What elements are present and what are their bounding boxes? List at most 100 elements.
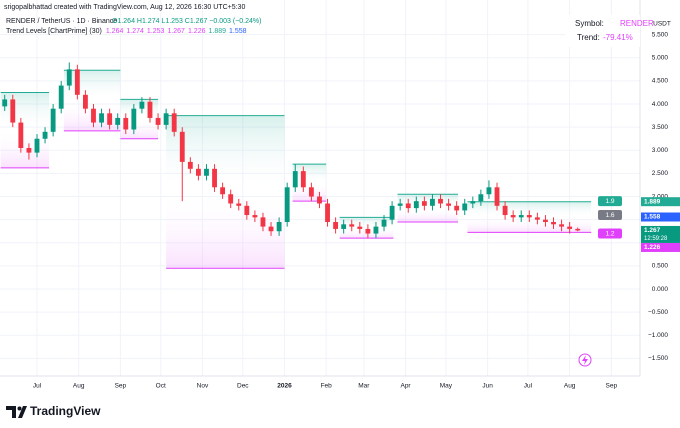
- candle-body: [204, 168, 209, 176]
- x-tick-label: 2026: [277, 383, 292, 390]
- candle-body: [526, 215, 532, 218]
- candle-body: [163, 113, 169, 125]
- y-tick-label: 4.500: [652, 78, 669, 85]
- candle-body: [236, 203, 242, 206]
- candle-body: [478, 194, 484, 202]
- footer-brand: TradingView: [30, 404, 101, 418]
- level-label: 1.6: [605, 212, 614, 219]
- info-symbol: RENDER: [620, 19, 654, 28]
- candle-body: [99, 113, 104, 123]
- x-tick-label: Apr: [400, 383, 411, 390]
- logo-icon: [6, 406, 27, 418]
- candle-body: [147, 101, 153, 118]
- price-tag: [641, 225, 680, 243]
- y-tick-label: 2.000: [652, 193, 669, 200]
- candle-body: [228, 194, 234, 204]
- x-tick-label: Mar: [358, 383, 370, 390]
- candle-body: [171, 113, 177, 132]
- x-tick-label: Jun: [482, 383, 493, 390]
- candle-body: [405, 203, 411, 209]
- trend-zone: [339, 217, 394, 239]
- candle-body: [333, 221, 339, 229]
- candle-body: [66, 69, 72, 86]
- candle-body: [470, 201, 476, 204]
- ohlc-line: O1.264 H1.274 L1.253 C1.267 −0.003 (−0.2…: [112, 18, 261, 25]
- candle-body: [212, 168, 217, 188]
- info-box: [565, 15, 640, 47]
- candle-body: [123, 117, 129, 130]
- candle-body: [34, 138, 40, 153]
- y-tick-label: 0.000: [652, 286, 669, 293]
- candle-body: [252, 215, 258, 218]
- countdown: 12:59:28: [644, 236, 668, 242]
- indicator-value: 1.226: [188, 28, 206, 35]
- candle-body: [389, 205, 395, 220]
- candle-body: [365, 228, 371, 234]
- indicator-value: 1.253: [147, 28, 165, 35]
- y-tick-label: 3.500: [652, 124, 669, 131]
- x-tick-label: Sep: [115, 383, 127, 390]
- alert-bolt: [582, 355, 588, 365]
- candle-body: [26, 147, 32, 153]
- candle-body: [534, 217, 540, 220]
- candle-body: [430, 198, 435, 206]
- candle-body: [300, 171, 306, 188]
- y-tick-label: −0.500: [648, 309, 668, 316]
- info-trend: -79.41%: [603, 33, 633, 42]
- candle-body: [454, 205, 460, 211]
- x-tick-label: Oct: [156, 383, 166, 390]
- level-label: 1.2: [605, 230, 614, 237]
- x-tick-label: Feb: [321, 383, 333, 390]
- trend-zone: [166, 115, 285, 269]
- level-label-box: [598, 228, 622, 239]
- x-tick-label: Jul: [33, 383, 42, 390]
- candle-body: [50, 108, 56, 132]
- candle-body: [341, 224, 347, 229]
- candle-body: [494, 187, 500, 206]
- candle-body: [543, 219, 548, 222]
- candle-body: [357, 226, 363, 229]
- price-tag: [641, 212, 680, 222]
- y-tick-label: 0.500: [652, 263, 669, 270]
- candle-body: [413, 201, 419, 209]
- candle-body: [373, 226, 379, 234]
- logo-dot: [17, 406, 22, 411]
- candle-body: [325, 203, 330, 222]
- x-tick-label: Nov: [197, 383, 209, 390]
- plot: [0, 0, 640, 376]
- price-tag-label: 1.889: [644, 198, 661, 205]
- candle-body: [10, 99, 16, 123]
- price-tag-label: 1.267: [644, 227, 661, 234]
- x-tick-label: Aug: [73, 383, 85, 390]
- candle-body: [187, 161, 193, 169]
- candle-body: [268, 226, 274, 232]
- y-tick-label: 5.500: [652, 31, 669, 38]
- candle-body: [397, 203, 403, 206]
- candle-body: [107, 113, 113, 125]
- candle-body: [284, 187, 290, 222]
- credit: srigopalbhattad created with TradingView…: [4, 4, 245, 11]
- candle-body: [74, 69, 80, 95]
- indicator-value: 1.267: [167, 28, 185, 35]
- candle-body: [155, 117, 161, 125]
- indicator-name: Trend Levels [ChartPrime] (30): [6, 28, 102, 35]
- indicator-value: 1.274: [126, 28, 144, 35]
- info-trend-label: Trend:: [577, 33, 600, 42]
- candle-body: [551, 221, 556, 225]
- price-tag: [641, 242, 680, 252]
- y-tick-label: 3.000: [652, 147, 669, 154]
- level-label-box: [598, 196, 622, 207]
- candle-body: [317, 196, 322, 204]
- candle-body: [446, 203, 452, 206]
- candle-body: [421, 201, 427, 206]
- candle-body: [2, 99, 8, 107]
- x-tick-label: Sep: [606, 383, 618, 390]
- indicator-value: 1.889: [209, 28, 227, 35]
- y-tick-label: 5.000: [652, 55, 669, 62]
- level-label: 1.9: [605, 198, 614, 205]
- y-tick-label: 2.500: [652, 170, 669, 177]
- candle-body: [179, 131, 185, 162]
- candle-body: [486, 187, 492, 195]
- trend-zone: [0, 92, 50, 168]
